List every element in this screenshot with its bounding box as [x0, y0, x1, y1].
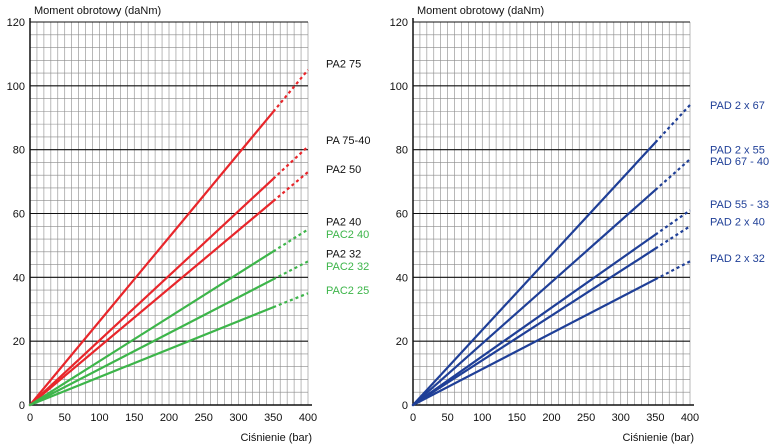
- series-line-pa-75-40: [28, 177, 275, 407]
- series-dashed-pad-2-x-67: [654, 104, 691, 144]
- left-y-tick-label: 60: [13, 209, 25, 221]
- left-y-tick-label: 100: [7, 81, 25, 93]
- right-x-tick-label: 250: [577, 412, 595, 424]
- right-x-tick-label: 350: [646, 412, 664, 424]
- left-y-tick-label: 40: [13, 272, 25, 284]
- series-line-pac2-40: [28, 250, 275, 407]
- series-dashed-pad-2-x-40: [654, 225, 691, 250]
- left-x-tick-label: 350: [264, 412, 282, 424]
- right-x-tick-label: 200: [542, 412, 560, 424]
- series-label-pad-2-x-55: PAD 2 x 55: [710, 145, 765, 157]
- left-y-tick-label: 80: [13, 145, 25, 157]
- right-y-tick-label: 60: [396, 209, 408, 221]
- left-chart-panel: 0 20 40 60 80 100 120 0 50 100 150 200 250 300 350 400 M…: [7, 5, 371, 444]
- series-label-pad-2-x-67: PAD 2 x 67: [710, 100, 765, 112]
- right-x-axis-title: Ciśnienie (bar): [622, 432, 694, 444]
- series-line-pa2-50: [28, 200, 275, 407]
- series-label-pac2-40: PAC2 40: [326, 229, 369, 241]
- right-y-axis-title: Moment obrotowy (daNm): [417, 5, 544, 17]
- left-x-tick-label: 50: [59, 412, 71, 424]
- left-x-tick-label: 200: [160, 412, 178, 424]
- series-line-pad-55-33: [411, 233, 657, 407]
- left-x-tick-label: 100: [90, 412, 108, 424]
- series-line-pad-67-40: [411, 188, 657, 407]
- series-dashed-pa2-50: [272, 171, 309, 202]
- right-y-tick-label: 120: [390, 17, 408, 29]
- series-dashed-pa2-75: [272, 69, 309, 113]
- right-x-tick-label: 300: [612, 412, 630, 424]
- series-label-pad-67-40: PAD 67 - 40: [710, 156, 769, 168]
- series-label-pad-55-33: PAD 55 - 33: [710, 199, 769, 211]
- series-dashed-pac2-25: [272, 292, 309, 309]
- series-line-pa2-75: [28, 110, 275, 407]
- series-label-pac2-25: PAC2 25: [326, 285, 369, 297]
- left-x-tick-label: 400: [299, 412, 317, 424]
- right-chart-panel: 0 20 40 60 80 100 120 0 50 100 150 200 250 300 350 400 M…: [390, 5, 769, 444]
- series-label-pa2-32: PA2 32: [326, 248, 361, 260]
- left-y-tick-label: 20: [13, 336, 25, 348]
- series-dashed-pad-2-x-32: [654, 260, 691, 281]
- right-x-tick-label: 150: [508, 412, 526, 424]
- left-x-axis-title: Ciśnienie (bar): [240, 432, 312, 444]
- series-dashed-pac2-32: [272, 260, 309, 281]
- series-line-pad-2-x-32: [411, 278, 657, 407]
- series-label-pad-2-x-32: PAD 2 x 32: [710, 253, 765, 265]
- series-line-pac2-32: [28, 278, 275, 407]
- right-x-tick-label: 400: [681, 412, 699, 424]
- series-label-pac2-32: PAC2 32: [326, 261, 369, 273]
- right-y-tick-label: 80: [396, 145, 408, 157]
- right-x-tick-label: 0: [410, 412, 416, 424]
- right-y-tick-label: 0: [402, 400, 408, 412]
- series-label-pad-2-x-40: PAD 2 x 40: [710, 216, 765, 228]
- left-x-tick-label: 300: [229, 412, 247, 424]
- left-x-tick-label: 250: [195, 412, 213, 424]
- left-x-tick-label: 0: [27, 412, 33, 424]
- series-label-pa2-40: PA2 40: [326, 216, 361, 228]
- series-dashed-pad-67-40: [654, 158, 691, 191]
- right-y-tick-label: 100: [390, 81, 408, 93]
- left-y-axis-title: Moment obrotowy (daNm): [34, 5, 161, 17]
- right-y-tick-label: 20: [396, 336, 408, 348]
- series-dashed-pad-55-33: [654, 209, 691, 236]
- series-label-pa-75-40: PA 75-40: [326, 135, 370, 147]
- series-line-pac2-25: [28, 306, 275, 407]
- left-y-tick-label: 120: [7, 17, 25, 29]
- right-x-tick-label: 100: [473, 412, 491, 424]
- right-y-tick-label: 40: [396, 272, 408, 284]
- series-line-pad-2-x-40: [411, 247, 657, 407]
- series-line-pad-2-x-67: [411, 141, 657, 407]
- series-dashed-pa-75-40: [272, 145, 309, 180]
- series-dashed-pac2-40: [272, 228, 309, 253]
- series-label-pa2-75: PA2 75: [326, 58, 361, 70]
- right-x-tick-label: 50: [442, 412, 454, 424]
- series-label-pa2-50: PA2 50: [326, 164, 361, 176]
- left-y-tick-label: 0: [19, 400, 25, 412]
- left-x-tick-label: 150: [125, 412, 143, 424]
